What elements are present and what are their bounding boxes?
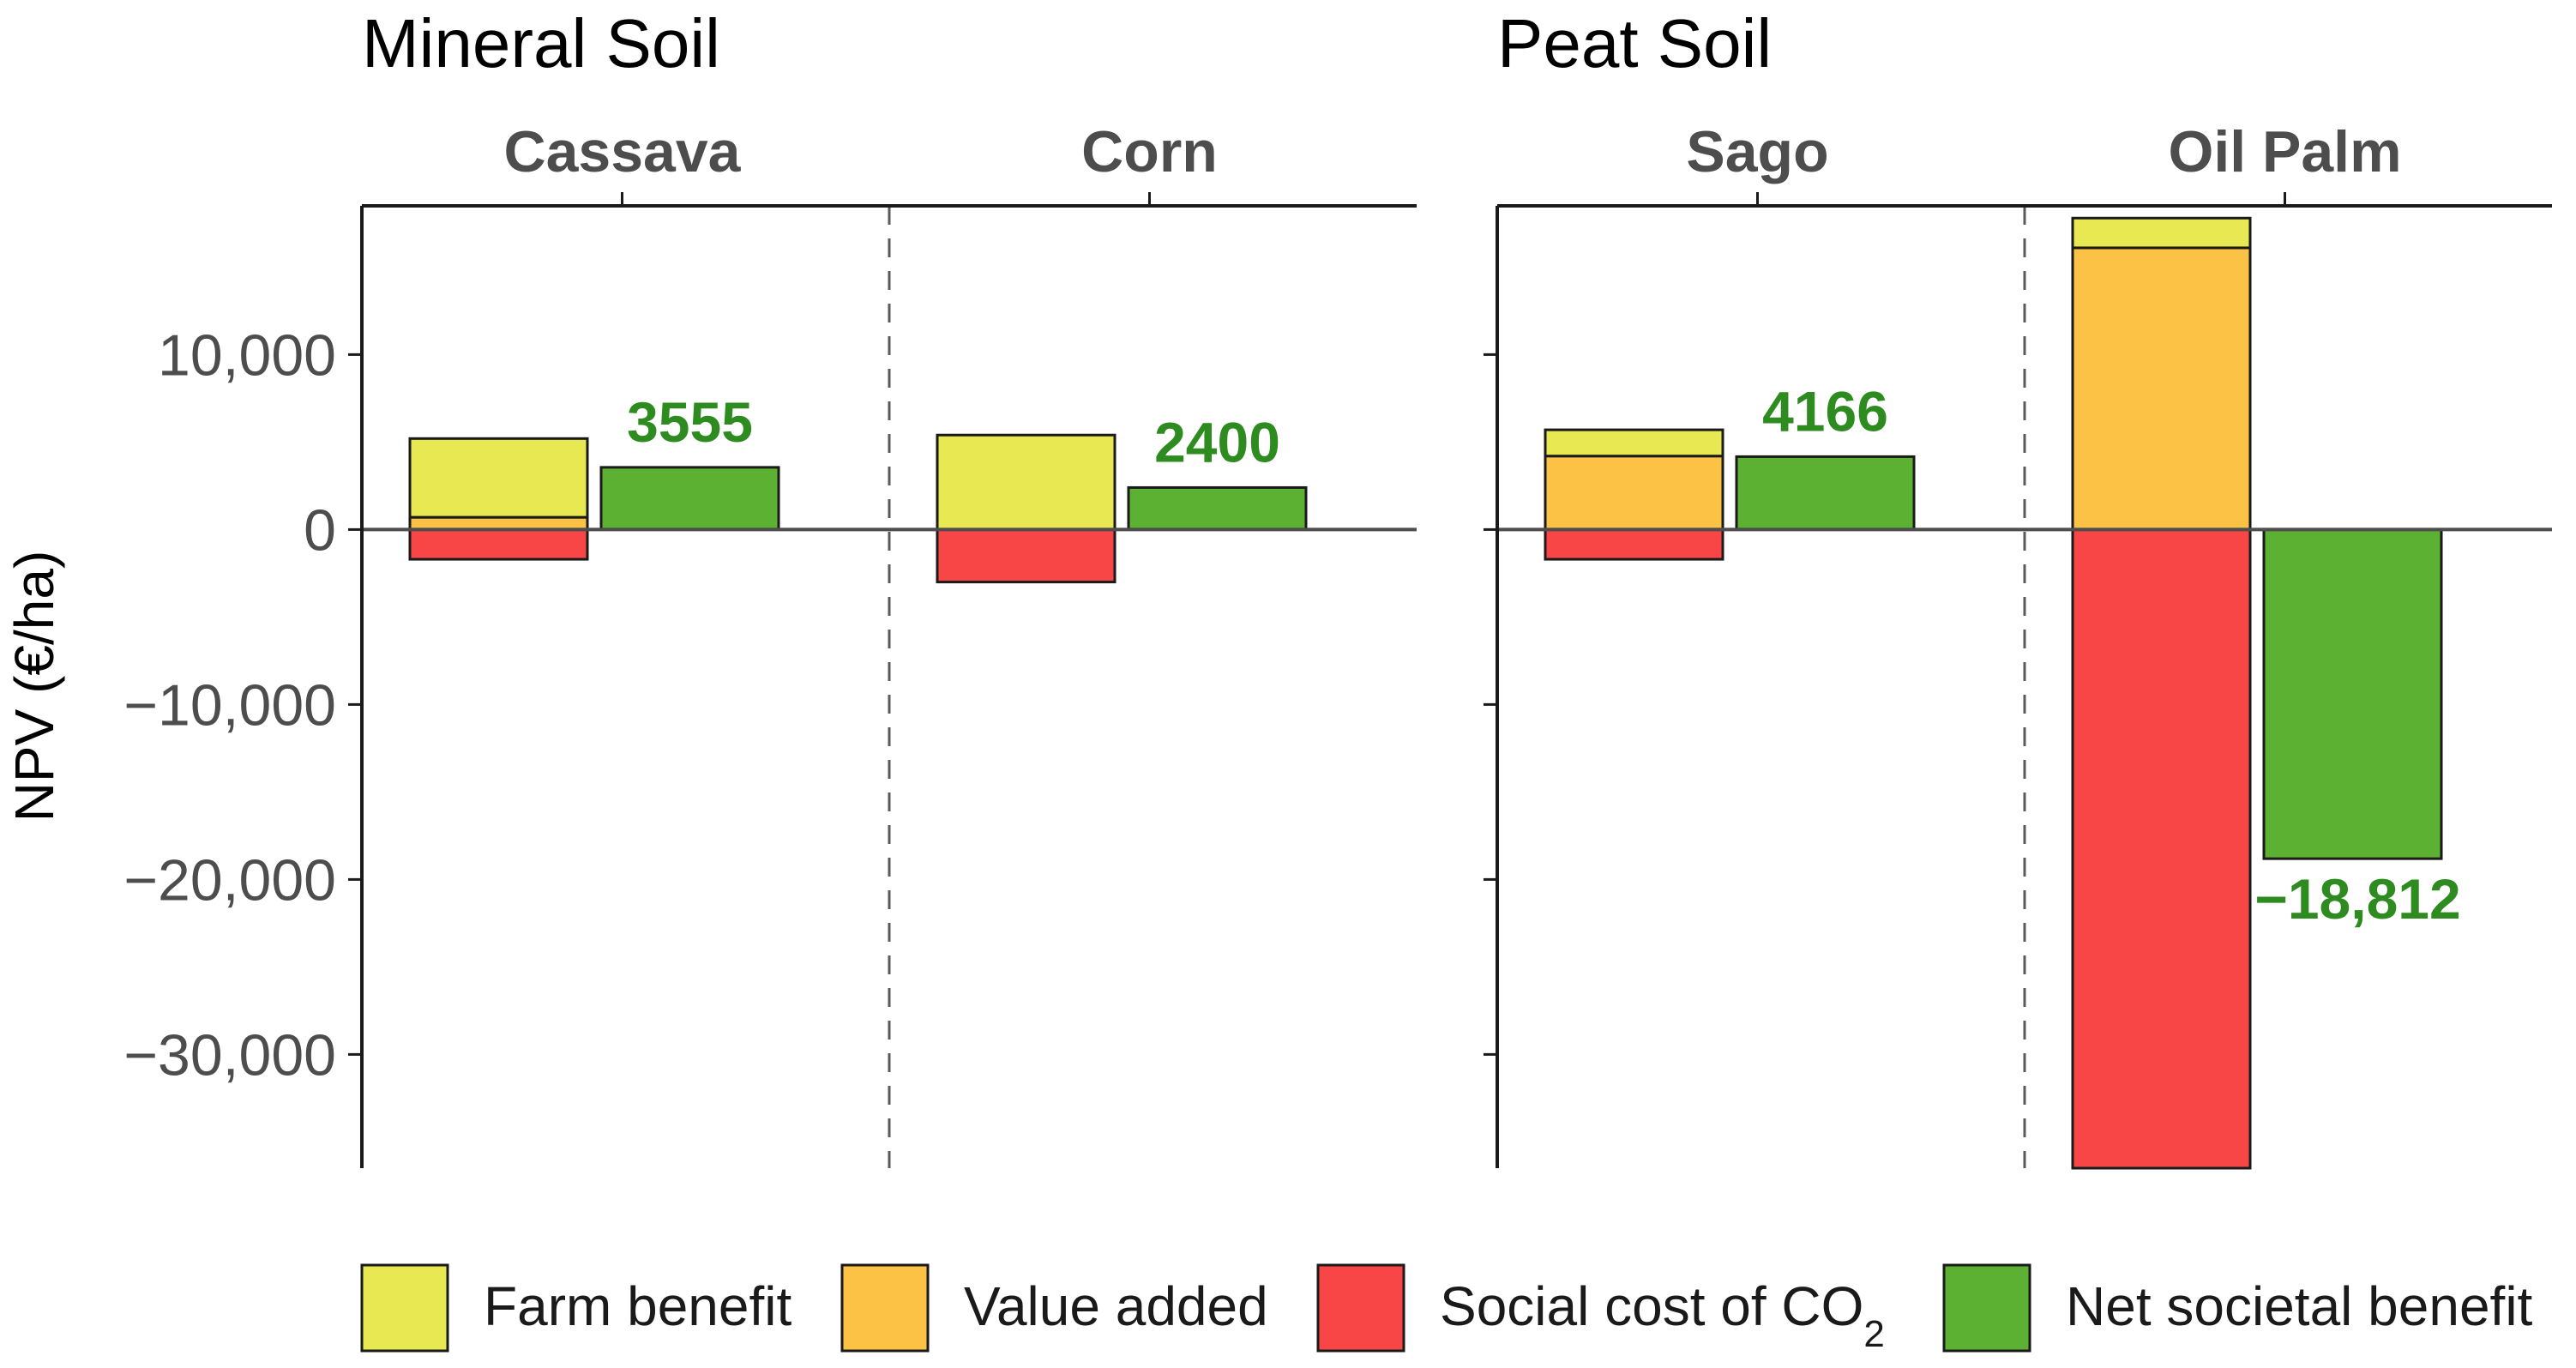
net-benefit-value-label: 2400 [1154, 410, 1280, 473]
y-tick-label: −10,000 [123, 672, 336, 738]
panel-title: Mineral Soil [362, 5, 720, 81]
crop-strip-label: Corn [1081, 119, 1218, 184]
legend-swatch-farm-benefit [360, 1263, 449, 1353]
legend-swatch-value-added [840, 1263, 930, 1353]
net-benefit-value-label: 3555 [627, 390, 753, 454]
net-benefit-value-label: −18,812 [2254, 867, 2460, 931]
net-benefit-value-label: 4166 [1762, 379, 1888, 443]
legend-label-social-cost-co2: Social cost of CO2 [1440, 1275, 1885, 1355]
panel-title: Peat Soil [1497, 5, 1772, 81]
legend-label-net-societal-benefit: Net societal benefit [2066, 1275, 2533, 1337]
chart-panels: Mineral Soil Cassava Corn 3555 2400 10,000 0 −1… [123, 5, 2552, 1170]
bar-farm-benefit [2071, 216, 2252, 250]
legend: Farm benefit Value added Social cost of CO… [360, 1263, 2533, 1355]
y-tick-label: 10,000 [158, 322, 336, 388]
bar-social-cost-co2 [2071, 527, 2252, 1170]
bar-net-societal-benefit [1127, 485, 1308, 531]
legend-label-value-added: Value added [964, 1275, 1268, 1337]
bar-net-societal-benefit [599, 466, 780, 531]
bar-net-societal-benefit [2262, 527, 2443, 860]
bar-farm-benefit [408, 437, 589, 519]
panel-0: Mineral Soil Cassava Corn 3555 2400 10,000 0 −1… [123, 5, 1417, 1168]
bar-value-added [1544, 455, 1724, 531]
bar-farm-benefit [936, 433, 1116, 531]
y-tick-label: −20,000 [123, 847, 336, 913]
bar-social-cost-co2 [408, 527, 589, 561]
legend-label-farm-benefit: Farm benefit [484, 1275, 791, 1337]
bar-value-added [2071, 246, 2252, 531]
y-tick-label: −30,000 [123, 1022, 336, 1088]
y-tick-label: 0 [304, 497, 336, 563]
crop-strip-label: Cassava [503, 119, 741, 184]
bar-value-added [408, 515, 589, 531]
legend-swatch-social-cost-co2 [1316, 1263, 1405, 1353]
bar-social-cost-co2 [936, 527, 1116, 584]
legend-subscript: 2 [1863, 1313, 1884, 1355]
legend-swatch-net-societal-benefit [1942, 1263, 2031, 1353]
y-axis-label: NPV (€/ha) [3, 551, 65, 823]
crop-strip-label: Sago [1686, 119, 1828, 184]
bar-social-cost-co2 [1544, 527, 1724, 561]
panel-1: Peat Soil Sago Oil Palm 4166 −18,812 [1484, 5, 2552, 1170]
bar-farm-benefit [1544, 428, 1724, 458]
bar-net-societal-benefit [1735, 455, 1916, 531]
crop-strip-label: Oil Palm [2168, 119, 2401, 184]
